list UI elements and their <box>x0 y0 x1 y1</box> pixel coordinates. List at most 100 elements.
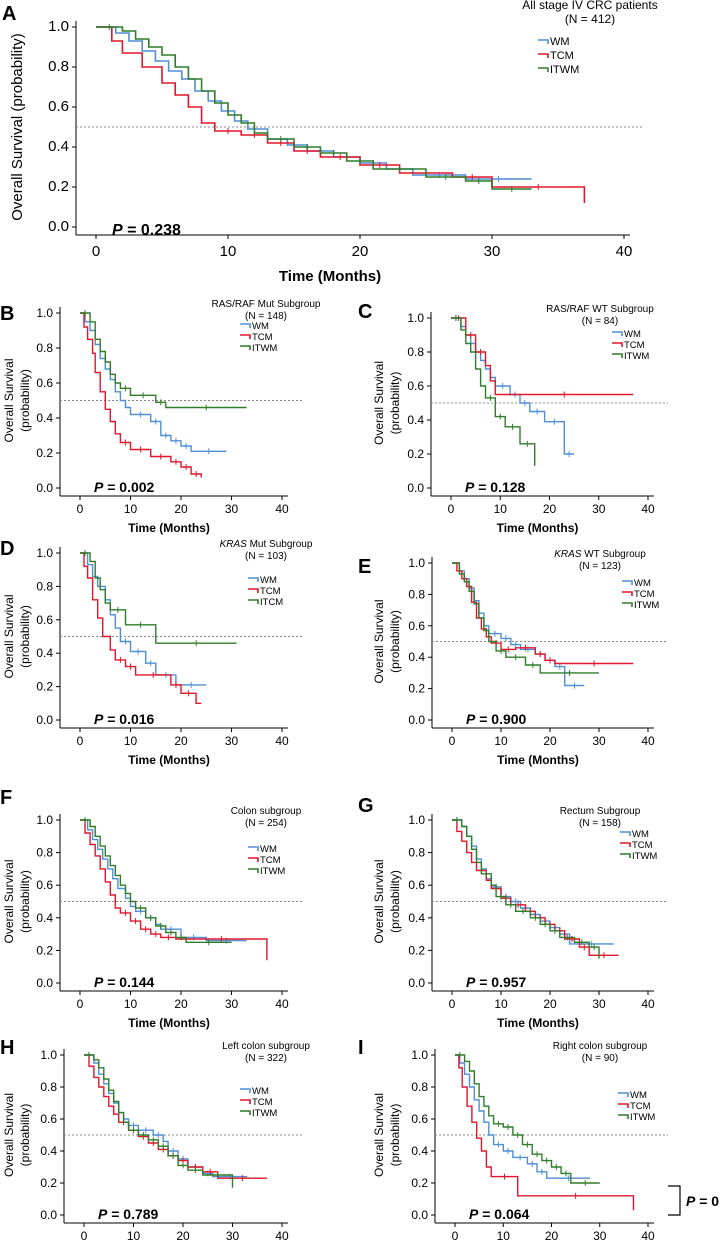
y-tick-label: 0.4 <box>36 911 53 925</box>
x-tick-label: 0 <box>77 997 84 1011</box>
legend-label: TCM <box>624 340 645 351</box>
y-tick-label: 0.2 <box>408 682 425 696</box>
x-tick-label: 30 <box>592 502 606 516</box>
legend-label: WM <box>634 578 651 589</box>
legend-label: TCM <box>252 1097 273 1108</box>
y-tick-label: 1.0 <box>36 306 53 320</box>
y-axis-label: Overall Survival <box>2 594 16 678</box>
bracket-line <box>668 1185 681 1216</box>
legend-label: ITWM <box>260 866 285 877</box>
y-axis-label: (probability) <box>388 870 402 933</box>
title-italic: KRAS <box>554 549 582 560</box>
y-tick-label: 0.2 <box>36 446 53 460</box>
y-tick-label: 0.8 <box>40 1080 57 1094</box>
y-tick-label: 1.0 <box>48 18 69 35</box>
x-tick-label: 20 <box>543 502 557 516</box>
legend-swatch <box>248 599 259 604</box>
p-symbol: P <box>466 711 476 727</box>
x-tick-label: 10 <box>124 734 138 748</box>
y-tick-label: 0.6 <box>48 98 69 115</box>
x-tick-label: 40 <box>275 502 289 516</box>
legend-swatch <box>240 323 251 328</box>
legend-swatch <box>612 342 623 347</box>
y-tick-label: 1.0 <box>408 556 425 570</box>
km-curve-itwm <box>451 317 536 466</box>
legend-label: TCM <box>634 589 655 600</box>
y-tick-label: 1.0 <box>408 813 425 827</box>
y-tick-label: 0.2 <box>36 680 53 694</box>
panel-subtitle: (N = 123) <box>579 561 621 572</box>
y-axis-label: Overall Survival <box>2 1093 16 1177</box>
y-axis-label: (probability) <box>388 372 402 435</box>
panel-title: RAS/RAF Mut Subgroup <box>212 299 321 310</box>
y-tick-label: 0.4 <box>48 138 69 155</box>
y-axis-label: (probability) <box>388 1104 402 1167</box>
legend-swatch <box>620 853 631 858</box>
y-tick-label: 0.6 <box>36 613 53 627</box>
p-symbol: P <box>94 974 104 990</box>
y-tick-label: 0.6 <box>40 1112 57 1126</box>
panel-letter: C <box>358 301 372 323</box>
x-tick-label: 0 <box>449 734 456 748</box>
y-tick-label: 0.0 <box>408 976 425 990</box>
km-curve-wm <box>451 317 575 455</box>
km-curve-wm <box>84 1054 248 1178</box>
panel-subtitle: (N = 412) <box>565 12 615 26</box>
y-tick-label: 0.4 <box>411 1144 428 1158</box>
legend-swatch <box>612 353 623 358</box>
x-tick-label: 10 <box>127 1229 141 1243</box>
legend-swatch <box>618 1103 629 1108</box>
km-curve-itwm <box>455 1054 600 1184</box>
legend-swatch <box>612 331 623 336</box>
x-tick-label: 30 <box>592 734 606 748</box>
km-panel-g: G 0.0 0.2 0.4 0.6 0.8 1.0 0 10 20 30 40 Time (Months… <box>358 795 668 1030</box>
y-tick-label: 0.2 <box>48 178 69 195</box>
legend-label: TCM <box>252 332 273 343</box>
legend-label: ITWM <box>252 1108 277 1119</box>
p-value-number: = 0.002 <box>103 479 154 495</box>
x-tick-label: 20 <box>174 734 188 748</box>
p-value: P = 0.144 <box>94 974 155 990</box>
x-tick-label: 40 <box>275 997 289 1011</box>
legend-swatch <box>240 1099 251 1104</box>
y-axis-label: Overall Survival <box>372 859 386 943</box>
title-text: Right colon subgroup <box>553 1041 648 1052</box>
legend-swatch <box>248 846 259 851</box>
y-tick-label: 0.8 <box>48 58 69 75</box>
legend-swatch <box>240 345 251 350</box>
panel-subtitle: (N = 322) <box>245 1053 287 1064</box>
y-axis-label: Overall Survival <box>2 859 16 943</box>
x-axis-label: Time (Months) <box>497 521 579 535</box>
y-tick-label: 0.2 <box>411 1176 428 1190</box>
y-tick-label: 0.4 <box>36 646 53 660</box>
p-symbol: P <box>469 1206 479 1222</box>
legend-label: ITWM <box>624 351 649 362</box>
x-tick-label: 0 <box>77 502 84 516</box>
x-tick-label: 40 <box>275 1229 289 1243</box>
km-curve-itwm <box>80 819 232 943</box>
x-tick-label: 30 <box>593 1229 607 1243</box>
panel-subtitle: (N = 103) <box>245 551 287 562</box>
panel-title: RAS/RAF WT Subgroup <box>546 304 654 315</box>
legend-label: TCM <box>632 840 653 851</box>
x-tick-label: 30 <box>484 243 501 260</box>
panel-title: Rectum Subgroup <box>560 806 641 817</box>
p-symbol: P <box>466 974 476 990</box>
y-tick-label: 0.8 <box>408 587 425 601</box>
y-tick-label: 1.0 <box>407 311 424 325</box>
legend-label: WM <box>550 36 570 48</box>
legend-swatch <box>248 857 259 862</box>
km-curve-wm <box>80 312 227 452</box>
x-tick-label: 20 <box>543 734 557 748</box>
km-panel-f: F 0.0 0.2 0.4 0.6 0.8 1.0 0 10 20 30 40 Time (Months… <box>0 787 302 1030</box>
x-tick-label: 0 <box>452 1229 459 1243</box>
title-text: Mut Subgroup <box>247 539 313 550</box>
y-axis-label: Overall Survival <box>372 599 386 683</box>
legend-swatch <box>248 577 259 582</box>
y-axis-label: Overall Survival <box>2 358 16 442</box>
panel-letter: A <box>2 3 16 25</box>
km-curve-itwm <box>96 26 532 190</box>
km-curve-itcm <box>80 552 237 644</box>
p-value-number: = 0.144 <box>103 974 154 990</box>
